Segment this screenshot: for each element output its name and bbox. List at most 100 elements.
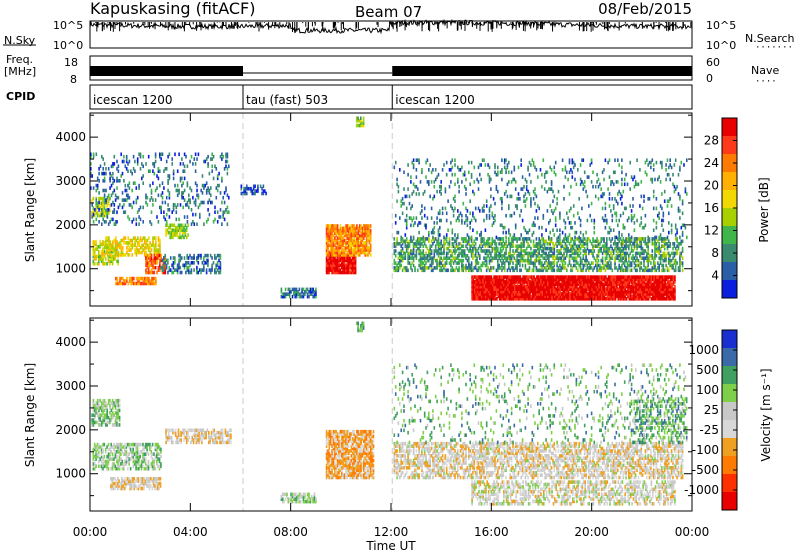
heatmap-cell xyxy=(92,240,95,244)
heatmap-cell xyxy=(455,266,458,270)
heatmap-cell xyxy=(121,253,124,257)
cpid-segment-label: icescan 1200 xyxy=(395,93,474,107)
heatmap-cell xyxy=(369,248,372,252)
heatmap-cell xyxy=(556,239,558,244)
heatmap-cell xyxy=(164,268,167,272)
heatmap-cell xyxy=(443,235,445,240)
heatmap-cell xyxy=(190,256,193,260)
heatmap-cell xyxy=(501,261,503,265)
heatmap-cell xyxy=(433,194,436,199)
heatmap-cell xyxy=(481,261,484,265)
heatmap-cell xyxy=(430,206,433,211)
heatmap-cell xyxy=(440,268,442,273)
heatmap-cell xyxy=(115,281,117,286)
heatmap-cell xyxy=(345,238,347,243)
heatmap-cell xyxy=(470,235,473,240)
heatmap-cell xyxy=(365,248,368,252)
heatmap-cell xyxy=(490,258,492,263)
heatmap-cell xyxy=(578,246,580,251)
heatmap-cell xyxy=(138,276,141,281)
heatmap-cell xyxy=(127,243,129,248)
nsky-tick-top: 10^5 xyxy=(53,19,83,32)
heatmap-cell xyxy=(615,249,618,253)
heatmap-cell xyxy=(357,226,360,231)
heatmap-cell xyxy=(455,218,458,223)
heatmap-cell xyxy=(432,268,434,273)
freq-label-line2: [MHz] xyxy=(4,65,36,78)
heatmap-cell xyxy=(630,244,633,248)
heatmap-cell xyxy=(352,263,354,268)
heatmap-cell xyxy=(99,254,101,259)
heatmap-cell xyxy=(352,253,354,257)
heatmap-cell xyxy=(543,266,546,270)
heatmap-cell xyxy=(625,268,627,273)
heatmap-cell xyxy=(103,208,106,213)
heatmap-cell xyxy=(615,244,618,248)
heatmap-cell xyxy=(157,243,160,248)
heatmap-cell xyxy=(583,242,586,246)
heatmap-cell xyxy=(336,236,339,240)
heatmap-cell xyxy=(655,268,658,273)
heatmap-cell xyxy=(470,160,473,165)
heatmap-cell xyxy=(433,221,436,225)
nsky-label: N.Sky xyxy=(4,34,36,47)
heatmap-cell xyxy=(336,250,339,255)
heatmap-cell xyxy=(485,249,488,253)
heatmap-cell xyxy=(338,245,340,250)
heatmap-cell xyxy=(354,248,357,252)
heatmap-cell xyxy=(156,256,158,260)
heatmap-cell xyxy=(354,238,357,243)
heatmap-cell xyxy=(415,216,418,220)
heatmap-cell xyxy=(482,275,484,279)
heatmap-cell xyxy=(154,256,157,260)
heatmap-cell xyxy=(657,246,659,251)
heatmap-cell xyxy=(643,251,645,256)
heatmap-cell xyxy=(369,224,372,228)
heatmap-cell xyxy=(654,268,656,273)
heatmap-cell xyxy=(625,297,628,301)
heatmap-cell xyxy=(600,258,602,263)
heatmap-cell xyxy=(534,251,536,256)
heatmap-cell xyxy=(611,218,614,223)
heatmap-cell xyxy=(644,237,647,241)
heatmap-cell xyxy=(553,165,556,170)
heatmap-cell xyxy=(628,256,630,260)
heatmap-cell xyxy=(187,256,190,260)
heatmap-cell xyxy=(681,246,684,251)
heatmap-cell xyxy=(107,211,110,215)
heatmap-cell xyxy=(600,237,602,241)
heatmap-cell xyxy=(450,204,452,208)
heatmap-cell xyxy=(674,246,677,251)
heatmap-cell xyxy=(408,256,411,260)
heatmap-cell xyxy=(116,276,119,281)
heatmap-cell xyxy=(527,189,529,194)
heatmap-cell xyxy=(466,246,469,251)
heatmap-cell xyxy=(368,250,371,255)
heatmap-cell xyxy=(539,246,542,251)
heatmap-cell xyxy=(165,263,168,268)
heatmap-cell xyxy=(425,244,427,248)
heatmap-cell xyxy=(334,250,336,255)
heatmap-cell xyxy=(334,248,336,252)
heatmap-cell xyxy=(643,275,646,279)
heatmap-cell xyxy=(282,294,284,299)
heatmap-cell xyxy=(159,263,161,268)
heatmap-cell xyxy=(360,233,362,238)
heatmap-cell xyxy=(603,244,605,248)
heatmap-cell xyxy=(328,229,331,233)
heatmap-cell xyxy=(516,263,518,268)
heatmap-cell xyxy=(654,239,656,244)
heatmap-cell xyxy=(491,237,494,241)
heatmap-cell xyxy=(481,158,484,162)
heatmap-cell xyxy=(393,251,396,256)
heatmap-cell xyxy=(570,246,572,251)
heatmap-cell xyxy=(178,265,180,270)
heatmap-cell xyxy=(172,228,174,232)
heatmap-cell xyxy=(468,242,470,246)
heatmap-cell xyxy=(345,229,347,233)
heatmap-cell xyxy=(171,263,173,268)
heatmap-cell xyxy=(500,275,502,279)
heatmap-cell xyxy=(128,241,131,245)
heatmap-cell xyxy=(332,245,335,250)
heatmap-cell xyxy=(508,256,510,260)
